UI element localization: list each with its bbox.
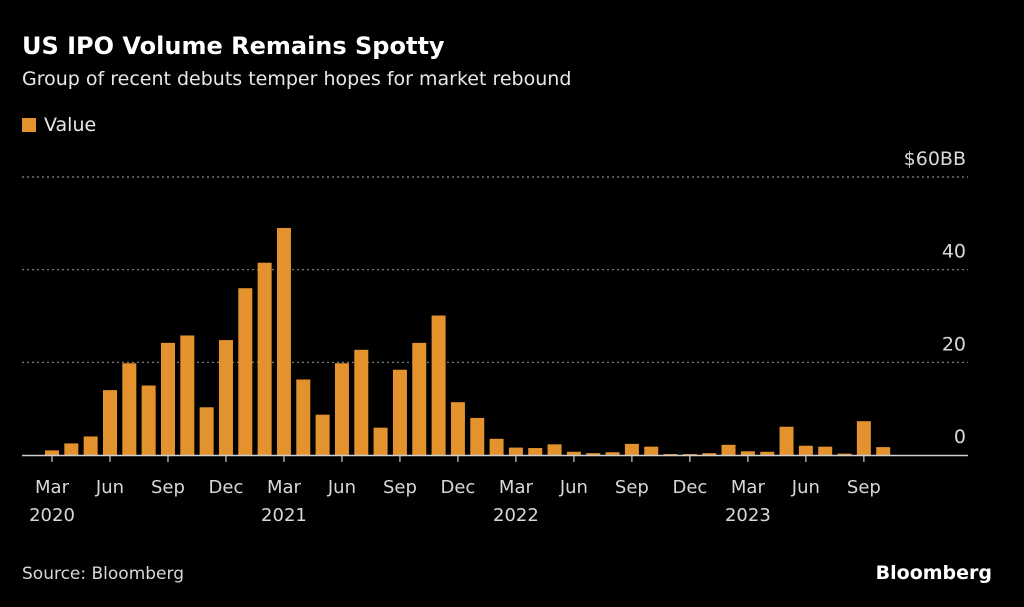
bar bbox=[122, 363, 137, 455]
bar bbox=[663, 454, 678, 455]
bar bbox=[760, 451, 775, 455]
bar bbox=[315, 414, 330, 455]
axis-layer: $60BB 40 20 0 Mar 2020 Jun Sep Dec Mar 2021 Jun Sep D… bbox=[22, 148, 968, 526]
x-year-label: 2023 bbox=[725, 505, 771, 526]
legend: Value bbox=[22, 114, 96, 136]
bar bbox=[257, 262, 272, 455]
x-tick-label: Jun bbox=[791, 477, 820, 498]
bar bbox=[296, 379, 311, 455]
x-tick-label: Jun bbox=[327, 477, 356, 498]
bar bbox=[238, 288, 253, 455]
x-tick-label: Jun bbox=[559, 477, 588, 498]
bar bbox=[64, 443, 79, 455]
bar bbox=[141, 385, 156, 455]
bar bbox=[412, 342, 427, 455]
bar-layer bbox=[45, 227, 891, 455]
x-tick-label: Mar bbox=[731, 477, 766, 498]
bar bbox=[392, 369, 407, 455]
bar bbox=[373, 427, 388, 455]
x-tick-label: Mar bbox=[499, 477, 534, 498]
y-tick-label: 0 bbox=[954, 426, 966, 448]
bar bbox=[470, 417, 485, 455]
bar bbox=[334, 363, 349, 455]
bar bbox=[644, 446, 659, 455]
x-year-label: 2022 bbox=[493, 505, 539, 526]
bar bbox=[721, 444, 736, 455]
x-year-label: 2021 bbox=[261, 505, 307, 526]
chart-title: US IPO Volume Remains Spotty bbox=[22, 32, 445, 60]
bloomberg-logo: Bloomberg bbox=[875, 562, 992, 584]
bar bbox=[102, 390, 117, 455]
x-tick-label: Dec bbox=[441, 477, 476, 498]
bar bbox=[508, 447, 523, 455]
bar bbox=[450, 402, 465, 455]
bar bbox=[528, 448, 543, 455]
bar bbox=[566, 451, 581, 455]
x-tick-label: Jun bbox=[95, 477, 124, 498]
bar bbox=[818, 446, 833, 455]
bar bbox=[856, 421, 871, 455]
y-tick-label: $60BB bbox=[904, 148, 966, 170]
bar bbox=[798, 445, 813, 455]
x-tick-label: Sep bbox=[847, 477, 881, 498]
x-tick-label: Dec bbox=[672, 477, 707, 498]
x-tick-label: Mar bbox=[267, 477, 302, 498]
chart-subtitle: Group of recent debuts temper hopes for … bbox=[22, 68, 572, 90]
bar bbox=[624, 443, 639, 455]
grid-layer bbox=[22, 176, 968, 363]
bar bbox=[276, 227, 291, 455]
bar bbox=[837, 453, 852, 455]
y-tick-label: 20 bbox=[942, 333, 966, 355]
legend-label: Value bbox=[44, 114, 97, 136]
bar bbox=[218, 340, 233, 455]
x-tick-label: Dec bbox=[209, 477, 244, 498]
bar bbox=[682, 454, 697, 455]
bar bbox=[180, 335, 195, 455]
x-year-label: 2020 bbox=[29, 505, 75, 526]
bar bbox=[489, 438, 504, 455]
bar bbox=[586, 453, 601, 455]
bar bbox=[354, 349, 369, 455]
source-note: Source: Bloomberg bbox=[22, 564, 184, 584]
bar bbox=[160, 342, 175, 455]
legend-swatch bbox=[22, 118, 36, 132]
x-tick-label: Sep bbox=[383, 477, 417, 498]
bar bbox=[779, 426, 794, 455]
x-tick-label: Sep bbox=[615, 477, 649, 498]
bar bbox=[547, 444, 562, 455]
bar bbox=[45, 450, 59, 455]
x-tick-label: Sep bbox=[151, 477, 185, 498]
bar bbox=[876, 447, 891, 455]
x-tick-label: Mar bbox=[35, 477, 70, 498]
y-tick-label: 40 bbox=[942, 241, 966, 263]
bar bbox=[431, 315, 446, 455]
bar bbox=[702, 453, 717, 455]
bar bbox=[605, 452, 620, 455]
bar bbox=[740, 451, 755, 455]
bar bbox=[83, 436, 98, 455]
bar bbox=[199, 407, 214, 455]
